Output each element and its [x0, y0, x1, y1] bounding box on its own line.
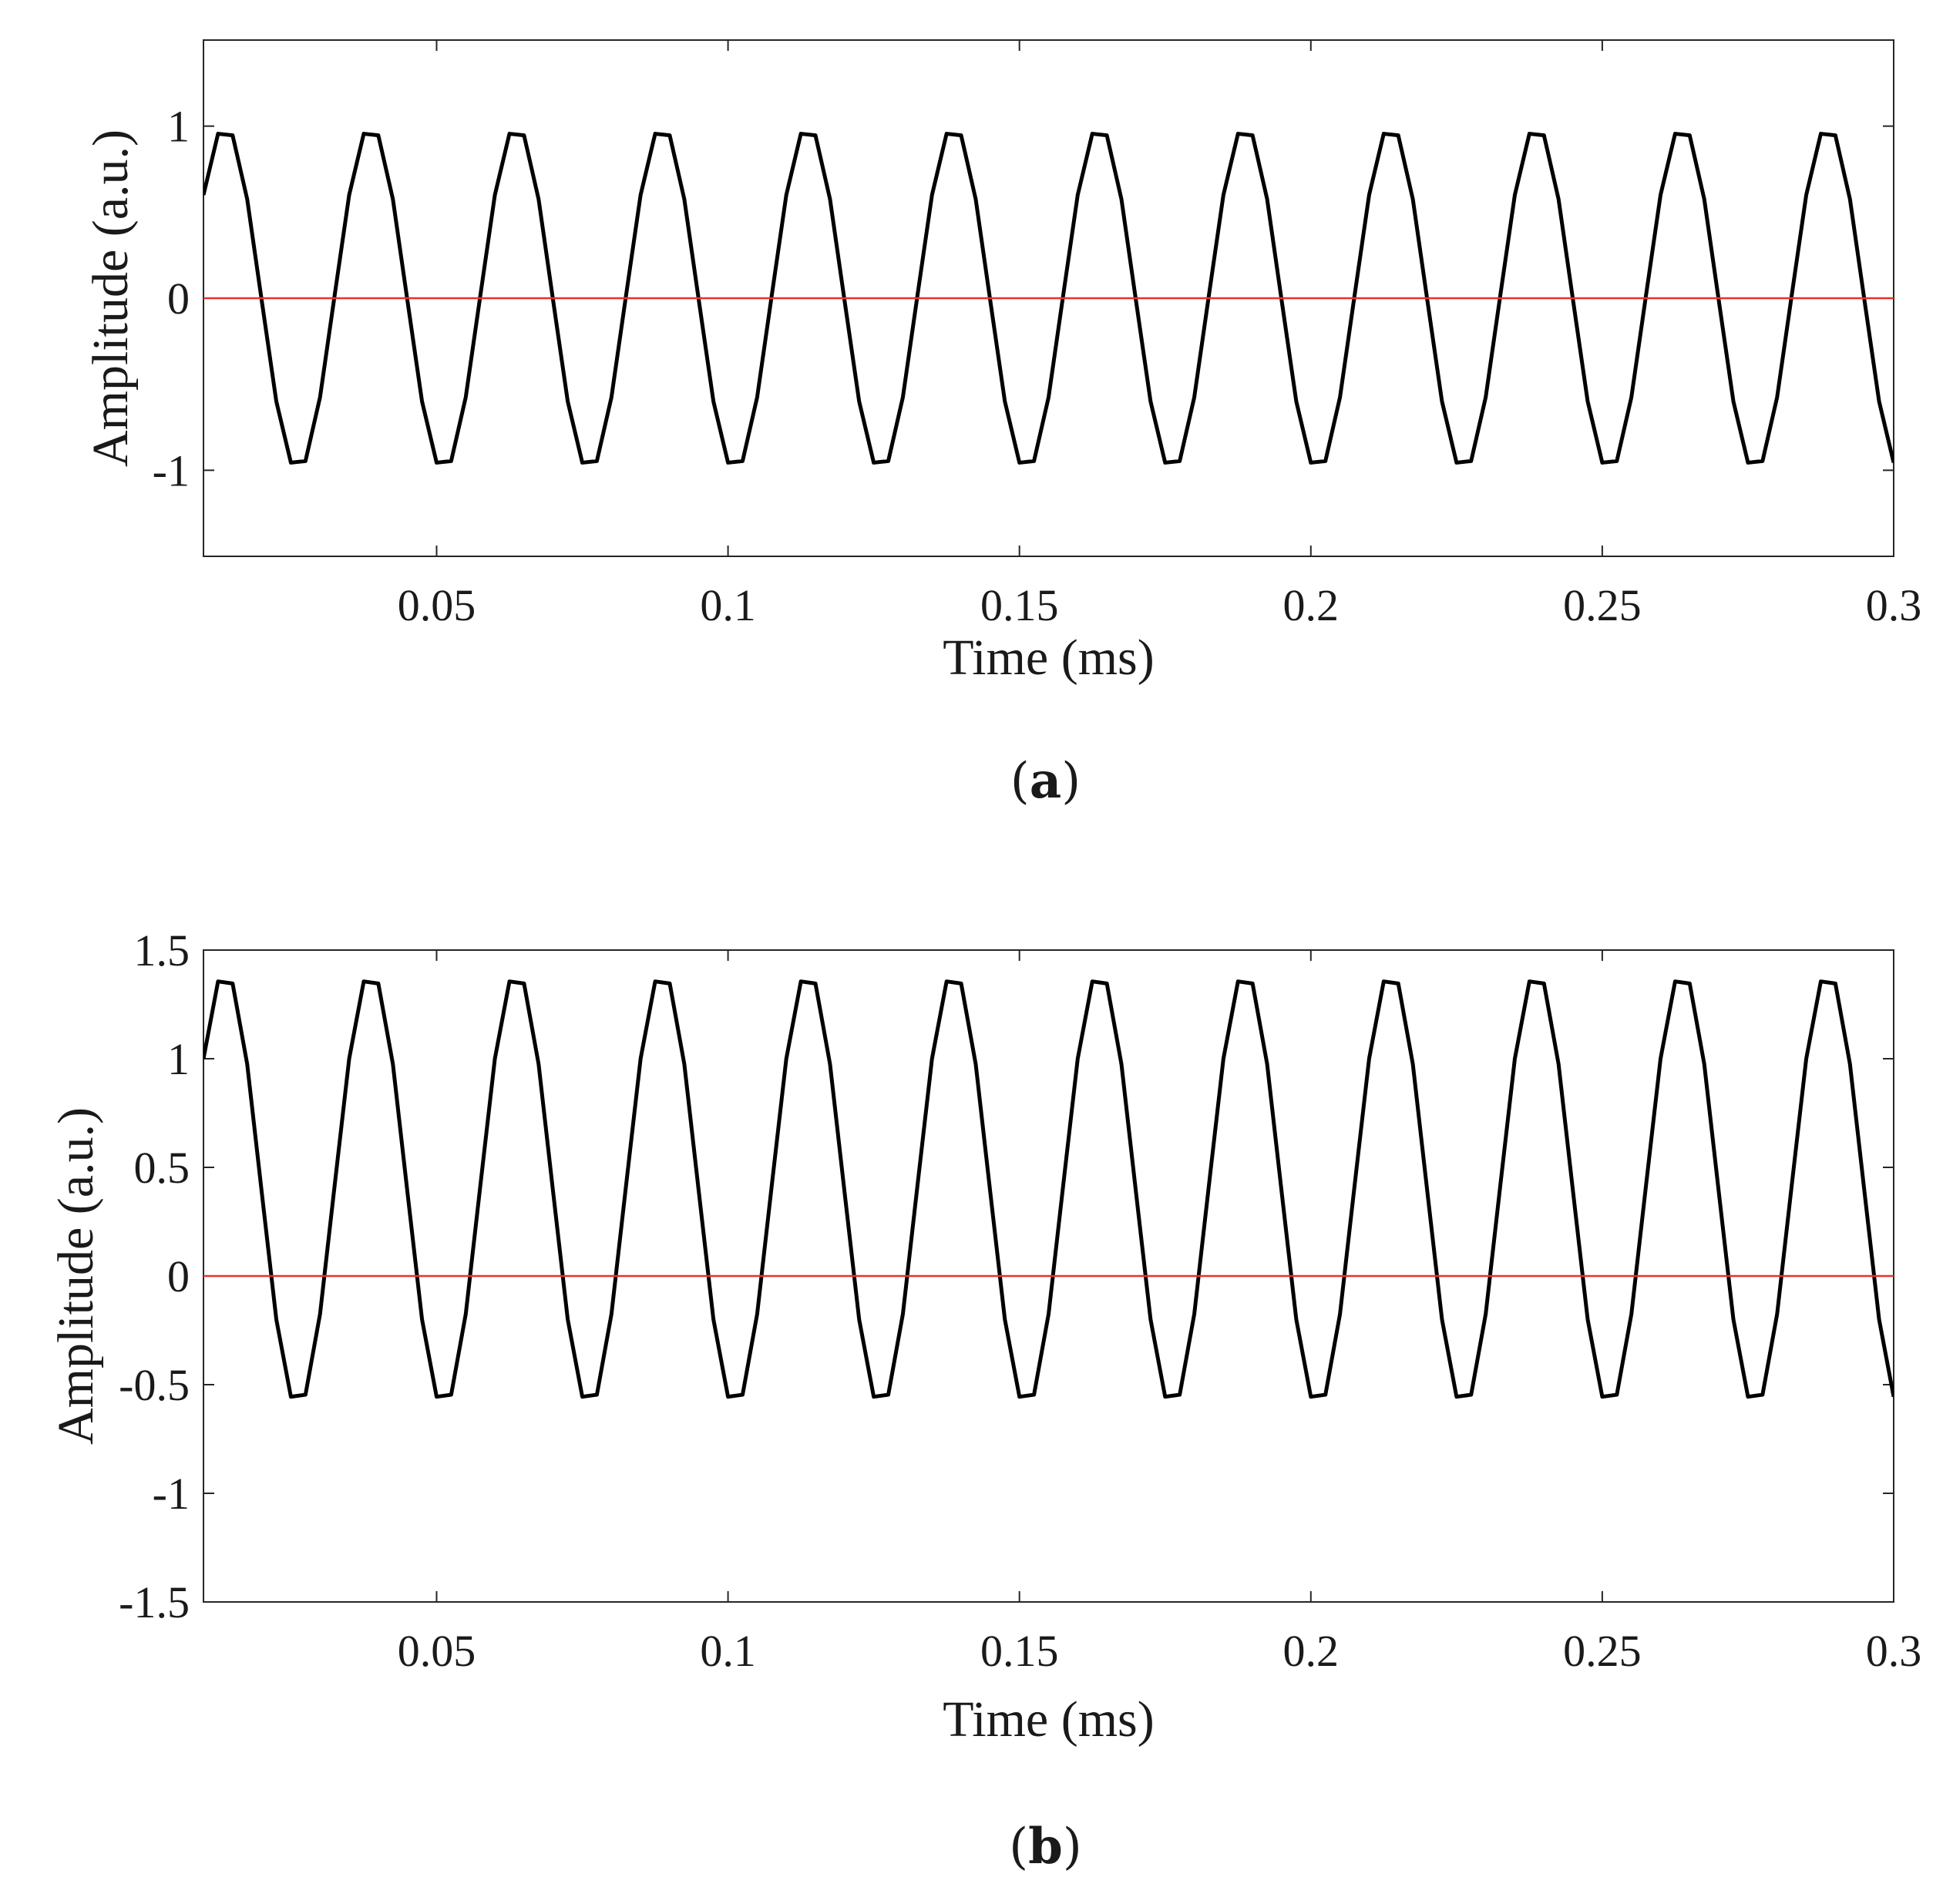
x-tick-label: 0.25	[1563, 1626, 1642, 1676]
x-tick-label: 0.15	[980, 1626, 1059, 1676]
y-tick-label: 0	[167, 274, 190, 324]
y-axis-label: Amplitude (a.u.)	[48, 1107, 104, 1445]
x-axis-label: Time (ms)	[943, 630, 1154, 686]
y-tick-label: 0.5	[134, 1143, 190, 1193]
y-tick-label: 1	[167, 102, 190, 152]
y-tick-label: 1	[167, 1034, 190, 1084]
x-tick-label: 0.1	[700, 580, 756, 630]
y-tick-label: -0.5	[119, 1360, 190, 1410]
x-tick-label: 0.3	[1866, 580, 1922, 630]
x-tick-label: 0.15	[980, 580, 1059, 630]
y-tick-label: -1	[153, 445, 190, 495]
y-tick-label: 1.5	[134, 925, 190, 976]
y-tick-label: -1	[153, 1469, 190, 1519]
y-axis-label: Amplitude (a.u.)	[82, 129, 139, 467]
signal-line	[203, 979, 1894, 1399]
x-axis-label: Time (ms)	[943, 1691, 1154, 1748]
panel-a: 0.05 0.1 0.15 0.2 0.25 0.3 -1 0 1 Time (ms) Amplit…	[82, 39, 1922, 810]
panel-b: 0.05 0.1 0.15 0.2 0.25 0.3 -1.5 -1 -0.5 0 0.5 1 1.5 T…	[48, 925, 1921, 1875]
y-tick-label: -1.5	[119, 1577, 190, 1627]
signal-line	[203, 132, 1894, 465]
x-tick-label: 0.1	[700, 1626, 756, 1676]
x-tick-label: 0.2	[1283, 1626, 1340, 1676]
y-tick-label: 0	[167, 1251, 190, 1301]
x-tick-label: 0.05	[398, 580, 476, 630]
panel-label: (b)	[1009, 1818, 1082, 1875]
panel-label: (a)	[1010, 752, 1081, 810]
x-tick-label: 0.25	[1563, 580, 1642, 630]
x-tick-label: 0.05	[398, 1626, 476, 1676]
x-tick-label: 0.2	[1283, 580, 1340, 630]
x-tick-label: 0.3	[1866, 1626, 1922, 1676]
